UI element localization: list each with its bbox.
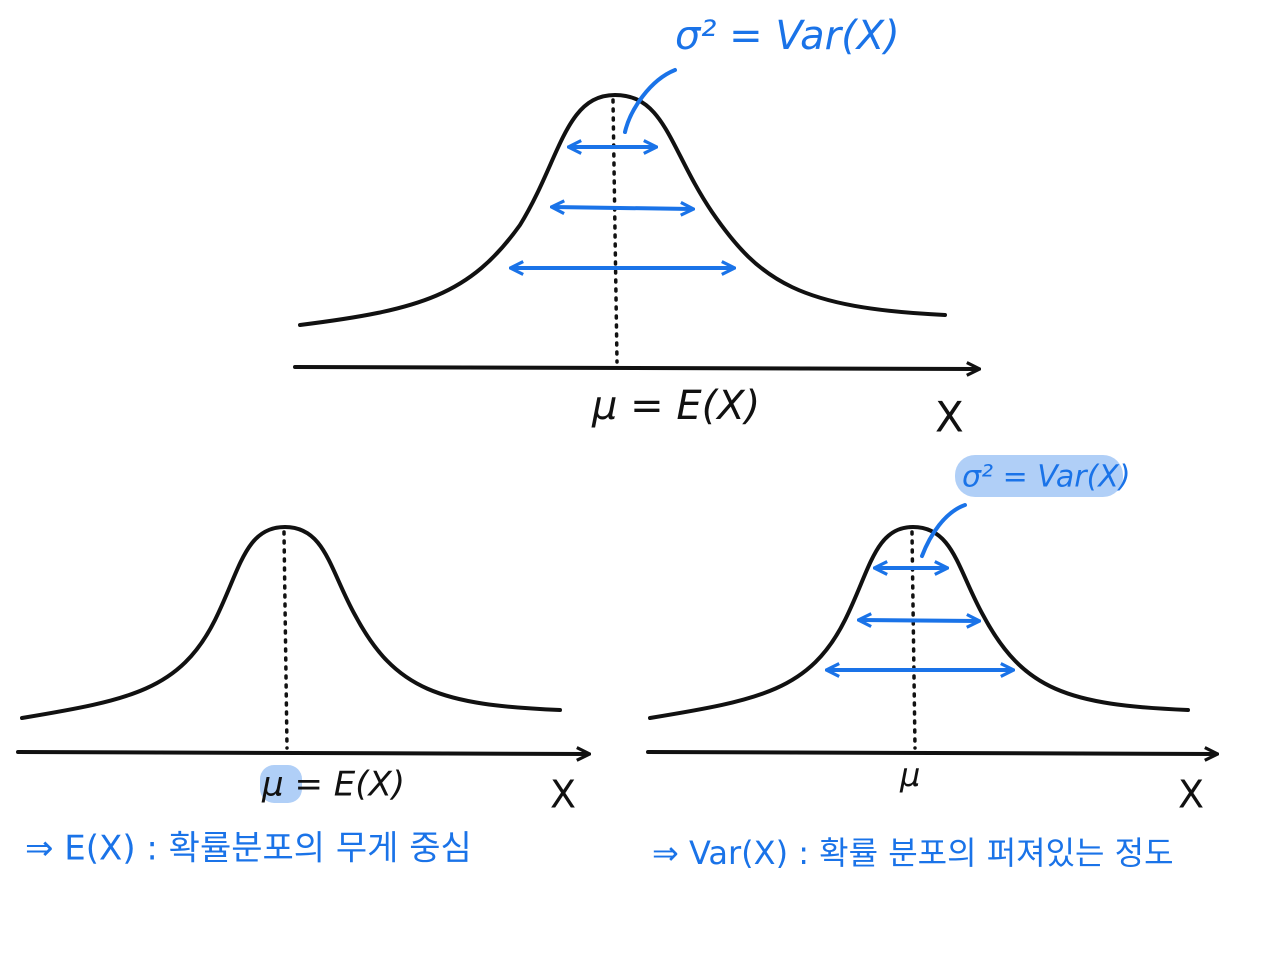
bell-curve — [298, 93, 947, 327]
mean-label: μ = E(X) — [591, 383, 760, 429]
mean-line — [611, 98, 619, 364]
right-panel: σ² = Var(X) μ X ⇒ Var(X) : 확률 분포의 퍼져있는 정… — [646, 455, 1216, 872]
pointer — [623, 68, 677, 134]
spread-arrow — [553, 207, 692, 209]
bell-curve — [648, 525, 1190, 720]
variance-label: σ² = Var(X) — [675, 13, 900, 59]
x-axis — [293, 367, 978, 369]
caption: ⇒ Var(X) : 확률 분포의 퍼져있는 정도 — [652, 834, 1174, 872]
pointer — [920, 503, 967, 558]
variance-label: σ² = Var(X) — [962, 460, 1131, 495]
x-axis — [646, 752, 1216, 754]
axis-label: X — [935, 393, 964, 442]
axis-label: X — [550, 773, 576, 817]
mean-label: μ — [899, 756, 920, 794]
x-axis — [16, 752, 588, 754]
caption: ⇒ E(X) : 확률분포의 무게 중심 — [25, 829, 472, 869]
axis-label: X — [1178, 773, 1204, 817]
mean-label: μ = E(X) — [261, 765, 405, 805]
left-panel: μ = E(X) X ⇒ E(X) : 확률분포의 무게 중심 — [16, 525, 588, 869]
highlight — [260, 765, 302, 803]
bell-curve — [20, 525, 562, 720]
top-panel: σ² = Var(X) μ = E(X) X — [293, 13, 978, 442]
mean-line — [282, 530, 289, 750]
mean-line — [910, 530, 917, 750]
spread-arrow — [860, 620, 978, 621]
highlight — [955, 455, 1123, 497]
